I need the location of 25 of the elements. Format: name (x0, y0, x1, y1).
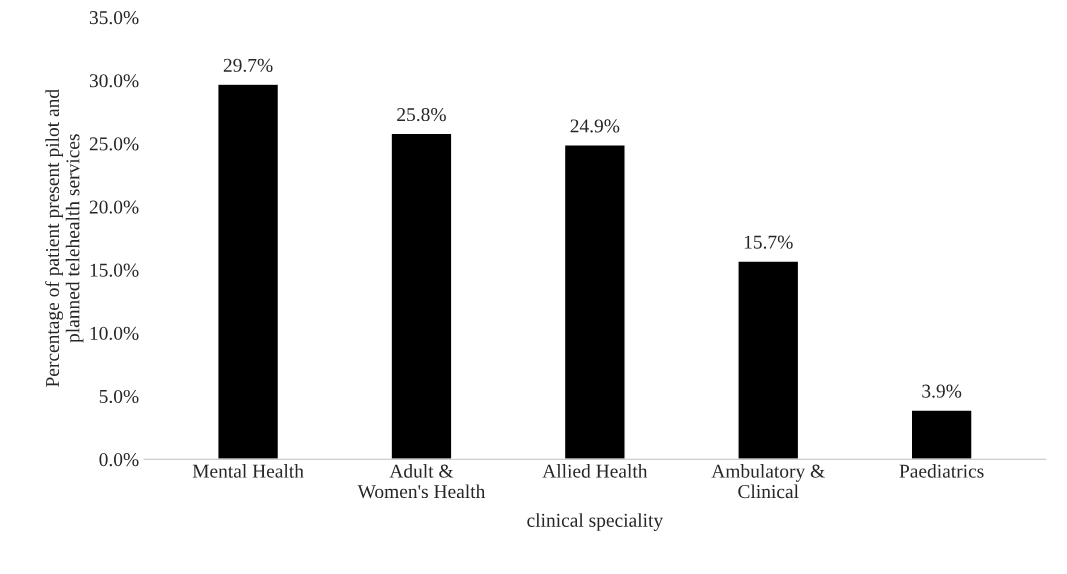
y-tick-label: 20.0% (89, 200, 139, 214)
y-tick-label: 30.0% (89, 74, 139, 88)
x-tick-label: Ambulatory & Clinical (711, 464, 825, 499)
data-label: 29.7% (223, 58, 273, 72)
bar (910, 409, 973, 460)
y-tick-label: 0.0% (99, 453, 139, 467)
x-tick-label: Mental Health (192, 464, 304, 478)
x-axis-title: clinical speciality (527, 513, 664, 531)
y-tick-label: 5.0% (99, 389, 139, 404)
y-tick-label: 15.0% (90, 263, 139, 277)
bar (563, 144, 626, 460)
x-tick-label: Allied Health (542, 464, 648, 478)
data-label: 15.7% (744, 235, 793, 249)
bar (737, 260, 800, 460)
y-tick-label: 25.0% (89, 137, 139, 151)
bar (217, 83, 280, 460)
data-label: 3.9% (922, 384, 962, 398)
x-tick-label: Adult & Women's Health (357, 464, 486, 499)
bar (390, 132, 453, 460)
x-tick-label: Paediatrics (899, 464, 984, 478)
y-tick-label: 35.0% (89, 11, 139, 25)
data-label: 24.9% (570, 119, 620, 133)
y-tick-label: 10.0% (90, 326, 139, 340)
y-axis-title: Percentage of patient present pilot and planned telehealth services (45, 89, 84, 387)
data-label: 25.8% (397, 107, 446, 122)
